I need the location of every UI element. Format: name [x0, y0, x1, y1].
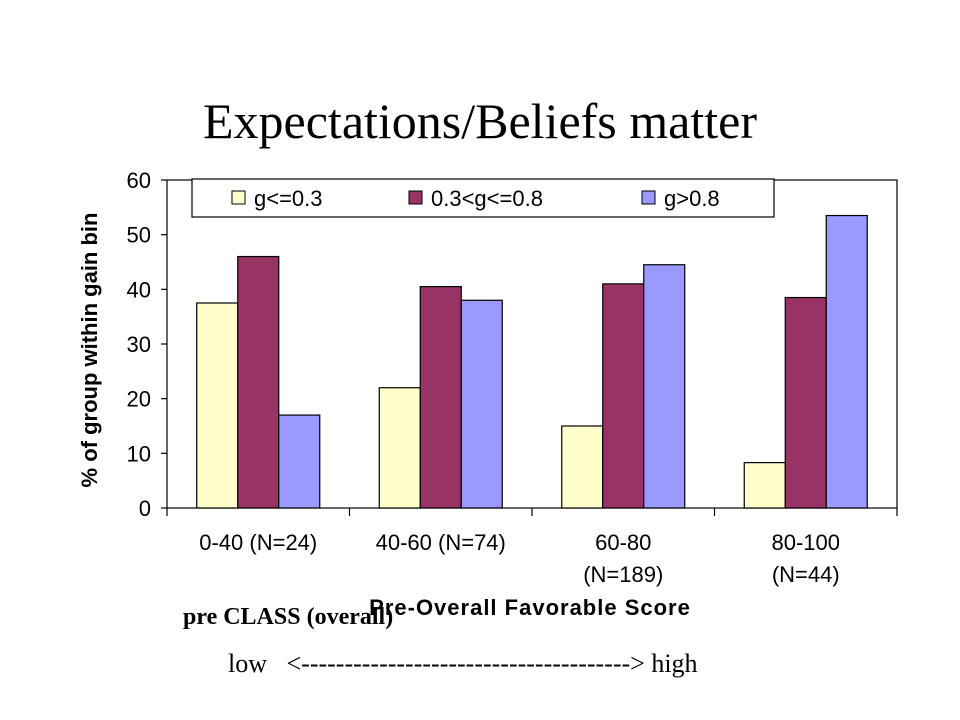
x-category-label: (N=44)	[772, 562, 840, 587]
bar-g-0-3-1	[378, 387, 421, 509]
x-category-label: 80-100	[771, 530, 840, 555]
y-tick-label: 10	[127, 441, 151, 466]
x-category-label: (N=189)	[583, 562, 663, 587]
bar-0-3-g-0-8-3	[784, 296, 827, 509]
y-tick-label: 20	[127, 387, 151, 412]
caption-low-high: low <-----------------------------------…	[228, 649, 698, 678]
x-category-label: 0-40 (N=24)	[199, 530, 317, 555]
slide-title: Expectations/Beliefs matter	[203, 93, 757, 149]
legend-swatch	[641, 190, 656, 205]
y-tick-label: 60	[127, 168, 151, 193]
bar-0-3-g-0-8-2	[602, 283, 645, 509]
bar-g-0-3-3	[743, 462, 786, 509]
caption-pre-class: pre CLASS (overall)	[183, 604, 394, 630]
legend-label: 0.3<g<=0.8	[431, 186, 543, 211]
legend-swatch	[408, 190, 423, 205]
legend-label: g<=0.3	[254, 186, 323, 211]
x-axis-title: Pre-Overall Favorable Score	[369, 595, 691, 620]
bar-g-0-3-0	[196, 302, 239, 509]
bar-g-0-8-1	[460, 299, 503, 509]
legend-swatch	[231, 190, 246, 205]
bar-0-3-g-0-8-0	[237, 255, 280, 509]
bar-0-3-g-0-8-1	[419, 286, 462, 509]
y-tick-label: 30	[127, 332, 151, 357]
bar-g-0-8-3	[825, 214, 868, 509]
bar-g-0-3-2	[561, 425, 604, 509]
legend-label: g>0.8	[664, 186, 720, 211]
bar-g-0-8-2	[643, 264, 686, 509]
bar-g-0-8-0	[278, 414, 321, 509]
legend-box	[191, 178, 775, 218]
y-tick-label: 40	[127, 277, 151, 302]
y-tick-label: 0	[139, 496, 151, 521]
y-axis-title: % of group within gain bin	[77, 213, 102, 488]
y-tick-label: 50	[127, 223, 151, 248]
x-category-label: 60-80	[595, 530, 651, 555]
x-category-label: 40-60 (N=74)	[376, 530, 506, 555]
